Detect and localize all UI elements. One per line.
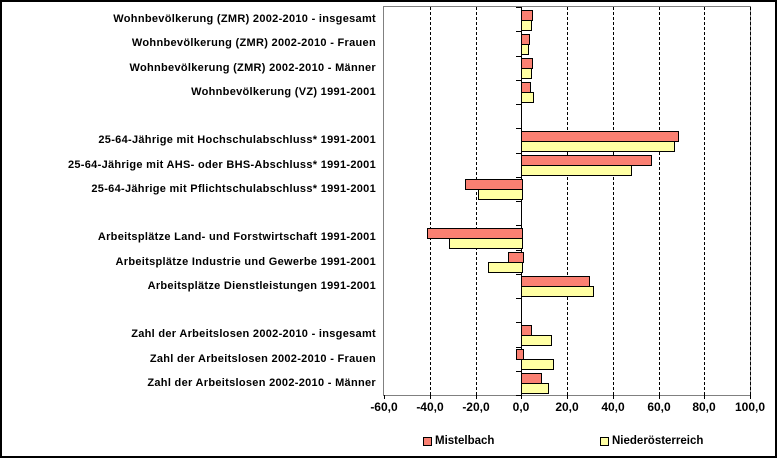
legend-marker-mistelbach-icon [423,436,432,446]
bar-nieder-sterreich [478,189,523,200]
bar-nieder-sterreich [521,92,534,103]
category-label: Wohnbevölkerung (VZ) 1991-2001 [191,85,376,98]
x-tick-label: 40,0 [601,400,625,414]
x-tick-label: 20,0 [555,400,579,414]
category-axis-tick [516,347,521,348]
plot-area [383,6,751,399]
category-label: Arbeitsplätze Land- und Forstwirtschaft … [97,231,376,244]
x-tick-label: -40,0 [416,400,444,414]
bar-nieder-sterreich [521,165,632,176]
category-label: Wohnbevölkerung (ZMR) 2002-2010 - Männer [129,61,376,74]
category-axis-tick [516,395,521,396]
category-label: 25-64-Jährige mit AHS- oder BHS-Abschlus… [67,158,376,171]
x-axis-tick [750,395,751,399]
category-label: Zahl der Arbeitslosen 2002-2010 - Frauen [149,352,376,365]
category-label: Zahl der Arbeitslosen 2002-2010 - insges… [131,328,376,341]
bar-nieder-sterreich [521,44,529,55]
gridline [476,7,477,395]
category-axis-tick [516,153,521,154]
x-tick-label: 60,0 [647,400,671,414]
category-axis-tick [516,128,521,129]
category-axis-tick [516,298,521,299]
legend-item-mistelbach: Mistelbach [423,435,494,447]
x-tick-label: 80,0 [692,400,716,414]
x-tick-label: 100,0 [734,400,766,414]
category-axis-tick [516,104,521,105]
gridline [430,7,431,395]
category-label: Wohnbevölkerung (ZMR) 2002-2010 - insges… [113,13,376,26]
bar-nieder-sterreich [521,68,532,79]
bar-nieder-sterreich [521,20,532,31]
gridline [613,7,614,395]
category-axis-tick [516,31,521,32]
category-label: Arbeitsplätze Dienstleistungen 1991-2001 [147,279,376,292]
bar-nieder-sterreich [521,359,554,370]
category-axis-tick [516,274,521,275]
gridline [750,7,751,395]
x-axis-tick [476,395,477,399]
category-label: Wohnbevölkerung (ZMR) 2002-2010 - Frauen [131,37,376,50]
x-axis-tick [704,395,705,399]
category-axis-tick [516,225,521,226]
category-axis-tick [516,201,521,202]
category-axis-tick [516,56,521,57]
x-axis-tick [613,395,614,399]
gridline [567,7,568,395]
bar-nieder-sterreich [521,286,594,297]
category-label: 25-64-Jährige mit Pflichtschulabschluss*… [91,182,376,195]
bar-nieder-sterreich [449,238,523,249]
bar-nieder-sterreich [488,262,523,273]
category-label: Arbeitsplätze Industrie und Gewerbe 1991… [115,255,376,268]
zero-axis-line [521,7,522,395]
category-axis-tick [516,322,521,323]
category-axis-tick [516,250,521,251]
x-axis-tick [521,395,522,399]
x-axis-tick [430,395,431,399]
legend-label-niederoesterreich: Niederösterreich [612,435,704,447]
category-axis-tick [516,371,521,372]
legend-marker-niederoesterreich-icon [600,436,609,446]
x-tick-label: 0,0 [512,400,530,414]
bar-nieder-sterreich [521,335,552,346]
legend-label-mistelbach: Mistelbach [435,435,495,447]
category-axis-tick [516,7,521,8]
category-label: Zahl der Arbeitslosen 2002-2010 - Männer [147,376,376,389]
gridline [704,7,705,395]
legend: Mistelbach Niederösterreich [2,432,775,450]
x-axis-tick [567,395,568,399]
x-axis-tick-labels: -60,0 -40,0 -20,0 0,0 20,0 40,0 60,0 80,0 100,0 [2,400,775,416]
category-axis-tick [516,80,521,81]
legend-item-niederoesterreich: Niederösterreich [600,435,703,447]
category-labels: Wohnbevölkerung (ZMR) 2002-2010 - insges… [2,7,376,395]
x-axis-tick [659,395,660,399]
x-axis-tick [384,395,385,399]
bar-nieder-sterreich [521,383,549,394]
x-tick-label: -20,0 [462,400,490,414]
bar-nieder-sterreich [521,141,675,152]
gridline [659,7,660,395]
x-tick-label: -60,0 [370,400,398,414]
category-label: 25-64-Jährige mit Hochschulabschluss* 19… [98,134,376,147]
bar-mistelbach [516,349,524,360]
category-axis-tick [516,177,521,178]
